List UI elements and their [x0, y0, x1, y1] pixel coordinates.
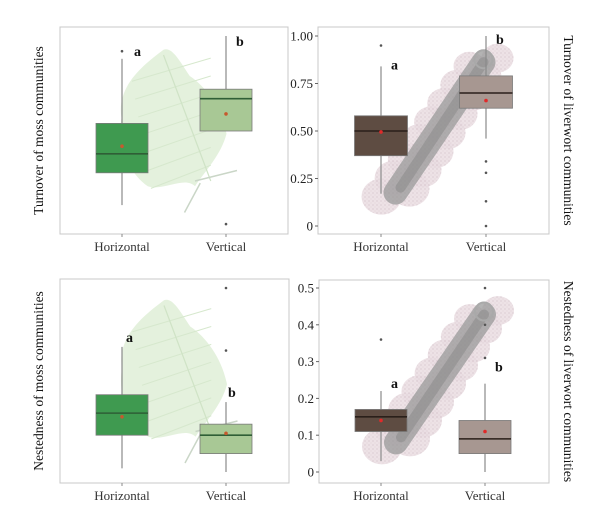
iqr-box	[95, 123, 149, 174]
outlier-point	[484, 160, 488, 163]
moss-vein	[148, 397, 212, 422]
moss-vein	[141, 361, 212, 386]
y-axis-title: Nestedness of liverwort communities	[561, 281, 576, 482]
mean-marker	[224, 112, 228, 116]
y-tick-label: 0	[307, 219, 314, 234]
significance-letter: a	[391, 377, 398, 392]
iqr-box	[95, 394, 149, 436]
mean-marker	[379, 418, 383, 423]
moss-vein	[144, 379, 212, 404]
moss-stem	[162, 54, 212, 182]
mean-marker	[224, 431, 228, 436]
boxplot-vertical: b	[199, 35, 253, 226]
x-tick-label: Vertical	[206, 488, 247, 503]
x-tick-label: Vertical	[465, 488, 506, 503]
moss-vein	[150, 164, 211, 189]
y-tick-label: 0.2	[298, 391, 314, 406]
significance-letter: b	[496, 33, 504, 48]
moss-stem	[163, 305, 212, 432]
moss-vein	[147, 146, 211, 171]
y-tick-label: 0.3	[298, 354, 314, 369]
y-tick-label: 0.50	[290, 124, 313, 139]
outlier-point	[484, 200, 488, 203]
significance-letter: a	[134, 45, 141, 60]
boxplot-horizontal: a	[95, 331, 149, 469]
chart-panel-bottom-left: a Horizontal b Vertical Nestedness of moss c…	[31, 278, 290, 503]
significance-letter: a	[126, 331, 133, 346]
x-tick-label: Vertical	[206, 239, 247, 254]
y-tick-label: 0.1	[298, 428, 314, 443]
y-tick-label: 0	[308, 465, 315, 480]
boxplot-vertical: b	[458, 286, 512, 472]
chart-panel-bottom-right: 0 0.1 0.2 0.3 0.4 0.5 a Horizontal b Vertical Nest…	[298, 279, 576, 503]
moss-vein	[135, 326, 212, 351]
moss-vein	[138, 93, 211, 118]
liverwort-tip	[474, 301, 494, 322]
outlier-point	[224, 349, 228, 352]
moss-vein	[135, 75, 211, 100]
outlier-point	[120, 49, 124, 53]
y-tick-label: 1.00	[290, 29, 313, 44]
x-tick-label: Horizontal	[353, 239, 409, 254]
y-tick-label: 0.5	[298, 281, 314, 296]
iqr-box	[458, 420, 512, 455]
moss-tail	[183, 169, 238, 213]
outlier-point	[379, 44, 383, 47]
outlier-point	[483, 356, 487, 360]
y-tick-label: 0.75	[290, 76, 313, 91]
mean-marker	[120, 415, 124, 419]
chart-panel-top-right: 0 0.25 0.50 0.75 1.00 a Horizontal b Vertical Tur…	[290, 26, 576, 254]
x-tick-label: Horizontal	[94, 239, 150, 254]
moss-vein	[132, 308, 212, 333]
boxplot-horizontal: a	[354, 338, 408, 461]
significance-letter: b	[236, 35, 244, 50]
moss-vein	[151, 415, 212, 440]
boxplot-horizontal: a	[95, 45, 149, 206]
mean-marker	[483, 429, 487, 434]
significance-letter: b	[228, 386, 236, 401]
significance-letter: b	[495, 361, 503, 376]
moss-vein	[144, 129, 211, 154]
mean-marker	[379, 130, 383, 134]
boxplot-horizontal: a	[354, 44, 408, 194]
x-tick-label: Horizontal	[94, 488, 150, 503]
boxplot-vertical: b	[199, 286, 253, 472]
x-tick-label: Vertical	[466, 239, 507, 254]
outlier-point	[483, 323, 487, 327]
mean-marker	[484, 98, 488, 103]
outlier-point	[484, 171, 488, 175]
y-tick-label: 0.4	[298, 317, 315, 332]
moss-vein	[141, 111, 211, 136]
iqr-box	[199, 423, 253, 455]
outlier-point	[224, 286, 228, 290]
iqr-box	[354, 115, 408, 157]
mean-marker	[120, 144, 124, 148]
outlier-point	[224, 222, 228, 226]
y-axis-title: Turnover of liverwort communities	[561, 35, 576, 225]
moss-vein	[138, 343, 212, 368]
y-axis-title: Turnover of moss communities	[31, 46, 46, 215]
boxplot-vertical: b	[459, 33, 513, 228]
significance-letter: a	[391, 58, 398, 73]
iqr-box	[459, 75, 513, 109]
iqr-box	[199, 88, 253, 132]
liverwort-tip	[473, 49, 494, 70]
outlier-point	[379, 338, 383, 341]
liverwort-specimen-image	[361, 43, 514, 215]
y-tick-label: 0.25	[290, 171, 313, 186]
chart-panel-top-left: a Horizontal b Vertical Turnover of moss com…	[31, 26, 289, 254]
liverwort-midrib	[396, 309, 489, 443]
x-tick-label: Horizontal	[353, 488, 409, 503]
y-axis-title: Nestedness of moss communities	[31, 291, 46, 471]
outlier-point	[484, 224, 488, 228]
moss-vein	[131, 57, 211, 82]
outlier-point	[483, 286, 487, 290]
